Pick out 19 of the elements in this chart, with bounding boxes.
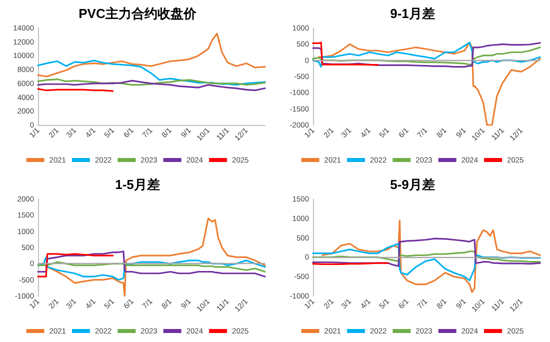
line-series: [322, 220, 541, 293]
line-series: [37, 256, 266, 281]
line-series: [312, 242, 541, 282]
chart-title: PVC主力合约收盘价: [78, 6, 198, 21]
line-series: [37, 32, 266, 78]
line-series: [37, 80, 266, 92]
chart-title: 5-9月差: [390, 177, 435, 192]
line-series: [312, 42, 379, 66]
chart-title: 1-5月差: [115, 177, 160, 192]
line-series: [37, 250, 266, 278]
line-series: [312, 238, 541, 267]
line-series: [318, 42, 541, 126]
line-series: [37, 60, 266, 86]
line-series: [312, 250, 541, 263]
line-series: [45, 218, 266, 297]
line-series: [37, 261, 266, 273]
line-series: [37, 253, 114, 278]
line-series: [312, 46, 541, 66]
chart-title: 9-1月差: [390, 6, 435, 21]
